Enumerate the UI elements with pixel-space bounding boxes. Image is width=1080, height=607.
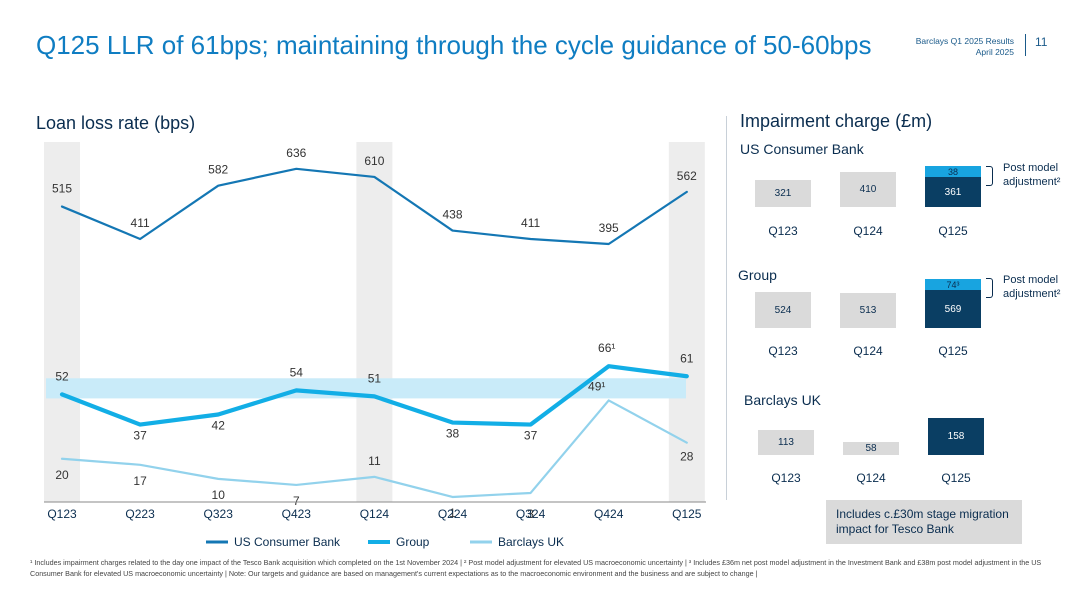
group-label-Q123: 52 (55, 369, 69, 383)
legend-label-2: Barclays UK (498, 535, 564, 549)
uk-q123-value: 113 (758, 430, 814, 455)
barclays-uk-label-Q123: 20 (55, 468, 69, 482)
uk-q123-label: Q123 (771, 471, 801, 485)
group-label-Q124: 51 (368, 371, 382, 385)
us-consumer-bank-label-Q123: 515 (52, 182, 72, 196)
page-number: 11 (1035, 35, 1048, 49)
group-label-Q125: 61 (680, 351, 694, 365)
x-tick-Q423: Q423 (282, 507, 312, 521)
uk-q124-label: Q124 (856, 471, 886, 485)
legend-label-1: Group (396, 535, 430, 549)
date-line: April 2025 (975, 47, 1014, 57)
us-consumer-bank-label-Q324: 411 (521, 216, 540, 230)
page-title: Q125 LLR of 61bps; maintaining through t… (36, 30, 872, 60)
x-tick-Q125: Q125 (672, 507, 702, 521)
x-tick-Q124: Q124 (360, 507, 390, 521)
x-tick-Q123: Q123 (47, 507, 77, 521)
us-consumer-bank-label-Q223: 411 (131, 216, 150, 230)
x-tick-Q224: Q224 (438, 507, 468, 521)
barclays-uk-line (60, 399, 688, 499)
group-label-Q224: 38 (446, 427, 460, 441)
barclays-uk-label-Q423: 7 (293, 494, 300, 508)
barclays-uk-title: Barclays UK (744, 392, 822, 408)
us-consumer-bank-label-Q125: 562 (677, 169, 697, 183)
group-q125-value: 569 (925, 290, 981, 328)
barclays-uk-label-Q124: 11 (368, 454, 381, 468)
header-meta: Barclays Q1 2025 Results April 2025 (916, 36, 1014, 58)
us-q125-label: Q125 (938, 224, 968, 238)
group-label-Q223: 37 (133, 429, 147, 443)
x-tick-Q323: Q323 (204, 507, 234, 521)
us-q124-label: Q124 (853, 224, 883, 238)
us-pma-bracket (986, 166, 993, 186)
guidance-band (46, 378, 686, 399)
legend-label-0: US Consumer Bank (234, 535, 341, 549)
us-consumer-bank-label-Q423: 636 (286, 146, 306, 160)
group-q124-value: 513 (840, 293, 896, 328)
us-consumer-bank-label-Q323: 582 (208, 163, 228, 177)
uk-q125-label: Q125 (941, 471, 971, 485)
group-label-Q423: 54 (290, 365, 304, 379)
group-q124-label: Q124 (853, 344, 883, 358)
highlight-column-Q123 (44, 142, 80, 502)
tesco-note: Includes c.£30m stage migration impact f… (826, 500, 1022, 544)
group-q123-label: Q123 (768, 344, 798, 358)
group-label-Q324: 37 (524, 429, 538, 443)
us-consumer-bank-label-Q124: 610 (364, 154, 384, 168)
us-q123-label: Q123 (768, 224, 798, 238)
us-pma-value: 38 (925, 166, 981, 177)
barclays-uk-label-Q125: 28 (680, 450, 694, 464)
impairment-title: Impairment charge (£m) (740, 111, 933, 131)
us-consumer-bank-title: US Consumer Bank (740, 141, 864, 157)
group-pma-bracket (986, 278, 993, 298)
x-tick-Q324: Q324 (516, 507, 546, 521)
us-consumer-bank-label-Q424: 395 (599, 221, 619, 235)
x-tick-Q424: Q424 (594, 507, 624, 521)
barclays-uk-label-Q424: 49¹ (588, 379, 605, 393)
highlight-column-Q125 (668, 142, 705, 502)
us-q125-value: 361 (925, 177, 981, 207)
group-label-Q323: 42 (212, 418, 226, 432)
us-q124-value: 410 (840, 172, 896, 207)
footnotes: ¹ Includes impairment charges related to… (30, 558, 1042, 578)
barclays-uk-label-Q324: 3 (527, 507, 534, 521)
section-divider (726, 116, 727, 500)
x-tick-Q223: Q223 (125, 507, 155, 521)
highlight-column-Q124 (356, 142, 393, 502)
group-title: Group (738, 267, 777, 283)
group-q125-label: Q125 (938, 344, 968, 358)
group-label-Q424: 66¹ (598, 341, 615, 355)
header-divider (1025, 34, 1026, 56)
us-pma-label: Post model adjustment² (1003, 162, 1061, 188)
group-pma-value: 74³ (925, 279, 981, 290)
barclays-uk-label-Q223: 17 (133, 474, 147, 488)
brand-line: Barclays Q1 2025 Results (915, 36, 1014, 46)
us-consumer-bank-line (60, 167, 688, 246)
uk-q125-value: 158 (928, 418, 984, 455)
group-pma-label: Post model adjustment² (1003, 274, 1061, 300)
group-q123-value: 524 (755, 292, 811, 328)
barclays-uk-label-Q224: 1 (449, 506, 456, 520)
chart-title: Loan loss rate (bps) (36, 113, 196, 133)
group-line (59, 364, 689, 427)
us-consumer-bank-label-Q224: 438 (442, 208, 462, 222)
uk-q124-value: 58 (843, 442, 899, 455)
us-q123-value: 321 (755, 180, 811, 207)
barclays-uk-label-Q323: 10 (212, 488, 226, 502)
